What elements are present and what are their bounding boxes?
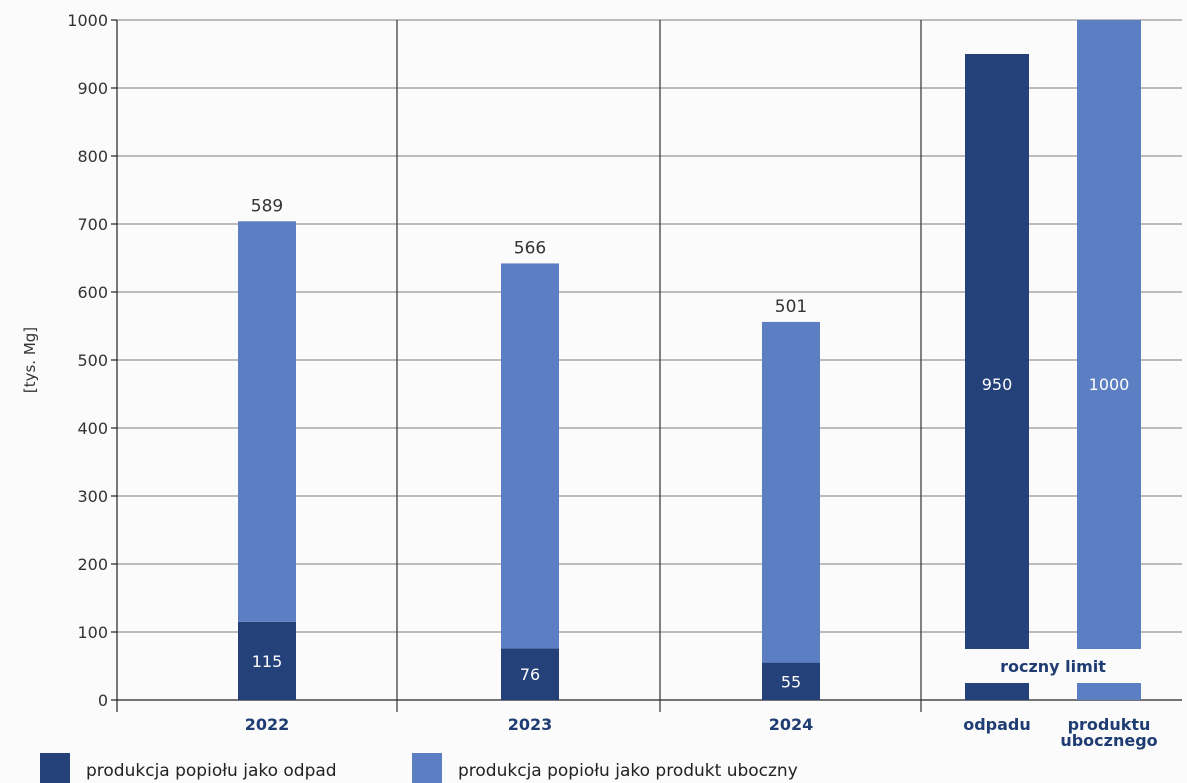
limit-bar-byproduct: [1077, 20, 1141, 649]
bar-byproduct-2023: [501, 263, 559, 649]
limit-bar-waste: [965, 54, 1029, 649]
y-tick-label-600: 600: [77, 283, 108, 302]
bar-waste-2022: [238, 621, 296, 700]
category-label-2023: 2023: [508, 715, 553, 734]
limit-title: roczny limit: [1000, 657, 1106, 676]
bars: [238, 20, 1141, 700]
data-label-waste-2024: 55: [781, 672, 801, 691]
y-tick-label-1000: 1000: [67, 11, 108, 30]
data-label-waste-2023: 76: [520, 665, 540, 684]
data-label-byproduct-2023: 566: [514, 238, 546, 258]
labels: 0 100 200 300 400 500 600 700 800 900 1000 115 589 20…: [67, 11, 1157, 750]
y-axis-label: [tys. Mg]: [21, 327, 39, 393]
legend-swatch-waste: [40, 753, 70, 783]
limit-value-waste: 950: [982, 375, 1013, 394]
category-label-2024: 2024: [769, 715, 814, 734]
y-tick-label-200: 200: [77, 555, 108, 574]
y-tick-label-100: 100: [77, 623, 108, 642]
y-tick-label-800: 800: [77, 147, 108, 166]
category-label-2022: 2022: [245, 715, 290, 734]
legend-swatch-byproduct: [412, 753, 442, 783]
limit-bar-base-waste: [965, 683, 1029, 700]
data-label-byproduct-2024: 501: [775, 297, 807, 317]
limit-category-label-byproduct-1: ubocznego: [1060, 731, 1157, 750]
y-tick-label-700: 700: [77, 215, 108, 234]
y-tick-label-400: 400: [77, 419, 108, 438]
y-tick-label-300: 300: [77, 487, 108, 506]
limit-value-byproduct: 1000: [1089, 375, 1130, 394]
limit-bar-base-byproduct: [1077, 683, 1141, 700]
data-label-byproduct-2022: 589: [251, 196, 283, 216]
y-tick-label-500: 500: [77, 351, 108, 370]
y-tick-label-900: 900: [77, 79, 108, 98]
legend: produkcja popiołu jako odpad produkcja p…: [40, 753, 798, 783]
y-tick-label-0: 0: [98, 691, 108, 710]
bar-byproduct-2024: [762, 321, 820, 663]
bar-waste-2024: [762, 662, 820, 700]
limit-category-label-byproduct-0: produktu: [1068, 715, 1151, 734]
bar-waste-2023: [501, 648, 559, 700]
legend-label-waste: produkcja popiołu jako odpad: [86, 761, 337, 781]
bar-byproduct-2022: [238, 221, 296, 622]
legend-label-byproduct: produkcja popiołu jako produkt uboczny: [458, 761, 798, 781]
limit-category-label-waste-0: odpadu: [963, 715, 1031, 734]
data-label-waste-2022: 115: [252, 652, 283, 671]
